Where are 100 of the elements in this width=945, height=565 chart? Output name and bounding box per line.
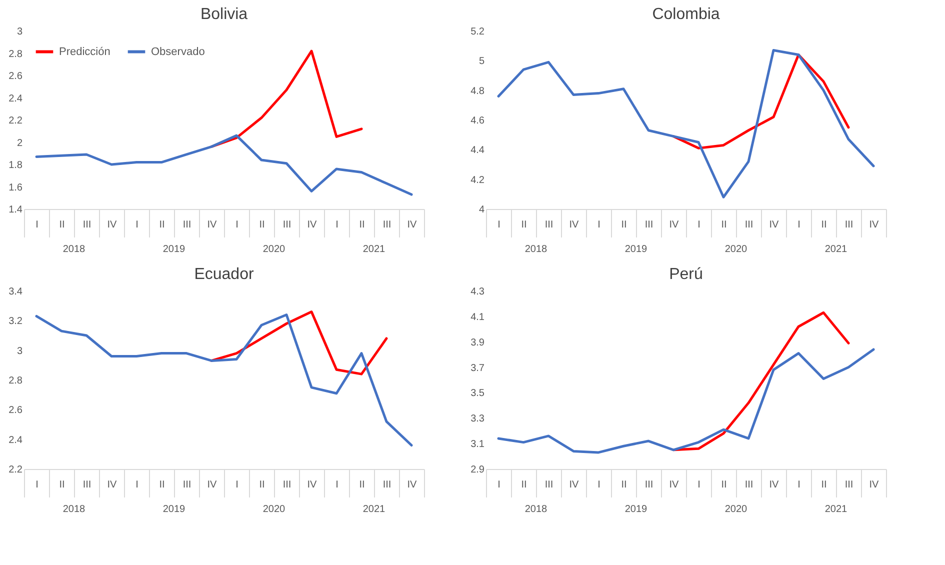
y-tick-label: 3.4 xyxy=(8,286,23,298)
legend-label: Predicción xyxy=(59,46,110,58)
x-tick-label: III xyxy=(382,220,392,230)
text: 2021 xyxy=(824,504,848,515)
x-tick-label: II xyxy=(521,220,527,230)
x-tick-label: II xyxy=(821,220,827,230)
legend-label: Observado xyxy=(151,46,205,58)
text: 2018 xyxy=(62,504,86,515)
x-tick-label: IV xyxy=(769,220,780,230)
chart-title: Perú xyxy=(669,266,703,283)
line-series xyxy=(497,49,875,198)
x-tick-label: IV xyxy=(569,220,580,230)
line-series xyxy=(497,348,875,454)
x-tick-label: IV xyxy=(669,480,680,490)
x-tick-label: IV xyxy=(207,480,218,490)
x-tick-label: III xyxy=(844,480,854,490)
y-tick-label: 2.4 xyxy=(8,93,23,104)
x-tick-label: III xyxy=(282,480,292,490)
y-tick-label: 2.9 xyxy=(470,464,485,476)
x-tick-label: IV xyxy=(669,220,680,230)
y-tick-label: 3.5 xyxy=(470,388,485,400)
y-tick-label: 2 xyxy=(16,138,23,149)
x-tick-label: I xyxy=(136,220,138,230)
x-tick-label: I xyxy=(598,220,600,230)
x-tick-label: III xyxy=(744,480,754,490)
y-tick-label: 2.8 xyxy=(8,376,23,386)
y-tick-label: 4.6 xyxy=(470,116,485,126)
line-series xyxy=(210,310,388,376)
y-tick-label: 3 xyxy=(16,26,23,38)
x-tick-label: I xyxy=(36,480,38,490)
text: 2018 xyxy=(524,504,548,515)
x-tick-label: IV xyxy=(107,480,118,490)
x-tick-label: II xyxy=(359,480,365,490)
x-tick-label: II xyxy=(721,480,727,490)
x-tick-label: II xyxy=(521,480,527,490)
y-tick-label: 4.2 xyxy=(470,174,485,186)
text: 2019 xyxy=(162,504,186,515)
x-tick-label: I xyxy=(498,220,500,230)
x-tick-label: IV xyxy=(407,480,418,490)
y-tick-label: 1.4 xyxy=(8,204,23,216)
text: 2019 xyxy=(162,244,186,255)
y-tick-label: 3.7 xyxy=(470,362,485,374)
x-tick-label: II xyxy=(259,220,265,230)
text: 2021 xyxy=(362,244,386,255)
x-tick-label: III xyxy=(82,220,92,230)
y-tick-label: 4.8 xyxy=(470,86,485,97)
x-tick-label: I xyxy=(336,220,338,230)
chart-title: Ecuador xyxy=(194,266,254,283)
y-tick-label: 3 xyxy=(16,346,23,357)
x-tick-label: II xyxy=(621,220,627,230)
x-tick-label: IV xyxy=(307,480,318,490)
x-tick-label: IV xyxy=(407,220,418,230)
x-tick-label: III xyxy=(844,220,854,230)
y-tick-label: 3.9 xyxy=(470,337,485,348)
text: 2020 xyxy=(262,244,286,255)
line-series xyxy=(672,53,850,150)
text: 2021 xyxy=(824,244,848,255)
y-tick-label: 2.6 xyxy=(8,71,23,82)
y-tick-label: 4.1 xyxy=(470,312,485,323)
x-tick-label: II xyxy=(59,480,65,490)
y-tick-label: 3.3 xyxy=(470,414,485,425)
text: 2018 xyxy=(62,244,86,255)
x-tick-label: IV xyxy=(769,480,780,490)
x-tick-label: II xyxy=(359,220,365,230)
y-tick-label: 4.4 xyxy=(470,145,485,156)
x-tick-label: I xyxy=(698,480,700,490)
x-tick-label: I xyxy=(498,480,500,490)
x-tick-label: I xyxy=(36,220,38,230)
x-tick-label: IV xyxy=(869,220,880,230)
text: 2020 xyxy=(262,504,286,515)
x-tick-label: II xyxy=(721,220,727,230)
y-tick-label: 4 xyxy=(478,204,485,216)
y-tick-label: 3.2 xyxy=(8,316,23,328)
x-tick-label: I xyxy=(236,480,238,490)
x-tick-label: I xyxy=(598,480,600,490)
line-series xyxy=(672,311,850,452)
x-tick-label: II xyxy=(159,480,165,490)
text: 2018 xyxy=(524,244,548,255)
x-tick-label: III xyxy=(182,220,192,230)
y-tick-label: 3.1 xyxy=(470,439,485,450)
x-tick-label: I xyxy=(236,220,238,230)
x-tick-label: III xyxy=(644,480,654,490)
chart-title: Colombia xyxy=(652,6,720,23)
y-tick-label: 5 xyxy=(478,56,485,68)
x-tick-label: IV xyxy=(207,220,218,230)
x-tick-label: III xyxy=(744,220,754,230)
y-tick-label: 2.2 xyxy=(8,464,23,476)
x-tick-label: I xyxy=(698,220,700,230)
x-tick-label: III xyxy=(544,480,554,490)
x-tick-label: IV xyxy=(869,480,880,490)
line-series xyxy=(210,50,363,148)
x-tick-label: II xyxy=(821,480,827,490)
line-series xyxy=(35,134,413,196)
x-tick-label: II xyxy=(159,220,165,230)
x-tick-label: I xyxy=(798,220,800,230)
line-series xyxy=(35,313,413,447)
x-tick-label: III xyxy=(182,480,192,490)
x-tick-label: II xyxy=(59,220,65,230)
y-tick-label: 1.6 xyxy=(8,182,23,194)
y-tick-label: 2.2 xyxy=(8,116,23,126)
